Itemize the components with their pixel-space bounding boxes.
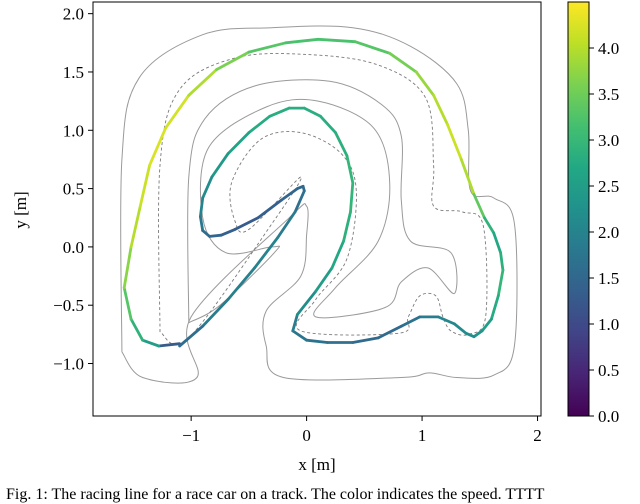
y-tick-label: 1.0	[63, 121, 84, 140]
racing-line-segment	[226, 131, 251, 156]
x-tick-label: −1	[182, 426, 200, 445]
colorbar-tick-label: 4.0	[598, 39, 619, 58]
racing-line-segment	[399, 315, 422, 328]
racing-line-segment	[198, 215, 205, 233]
colorbar-tick-label: 0.5	[598, 361, 619, 380]
colorbar-tick-label: 1.5	[598, 269, 619, 288]
y-tick-label: −0.5	[53, 296, 84, 315]
racing-line-segment	[436, 315, 456, 326]
racing-line-segment	[276, 210, 297, 240]
colorbar-tick-label: 0.0	[598, 407, 619, 426]
y-axis-label: y [m]	[11, 191, 30, 228]
racing-line-segment	[122, 245, 133, 290]
racing-line-segment	[138, 163, 152, 208]
racing-line-segment	[233, 216, 260, 231]
racing-line-segment	[208, 233, 223, 238]
racing-line-series	[122, 37, 505, 348]
racing-line-segment	[388, 51, 418, 74]
figure-caption: Fig. 1: The racing line for a race car o…	[6, 486, 545, 503]
plot-area	[92, 1, 542, 417]
racing-line-segment	[334, 131, 349, 158]
y-tick-label: −1.0	[53, 355, 84, 374]
racing-line-segment	[496, 268, 505, 298]
racing-line-segment	[353, 40, 392, 55]
y-axis: −1.0 −0.5 0.0 0.5 1.0 1.5 2.0	[53, 5, 93, 374]
racing-line-segment	[178, 324, 205, 348]
colorbar-tick-label: 3.0	[598, 131, 619, 150]
racing-line-segment	[210, 152, 230, 179]
colorbar-axis: 0.0 0.5 1.0 1.5 2.0 2.5 3.0 3.5 4.0	[589, 39, 619, 426]
racing-line-segment	[226, 266, 257, 301]
racing-line-figure: −1 0 1 2 −1.0 −0.5 0.0 0.5 1.0 1.5 2.0 x [m] y [m…	[11, 1, 619, 474]
track-outer-boundary	[120, 25, 518, 384]
racing-line-segment	[376, 324, 403, 340]
y-tick-label: 0.5	[63, 180, 84, 199]
racing-line-segment	[256, 198, 283, 220]
racing-line-segment	[157, 342, 182, 348]
racing-line-segment	[215, 50, 251, 71]
racing-line-segment	[291, 313, 299, 333]
racing-line-segment	[291, 329, 309, 342]
racing-line-segment	[330, 239, 346, 270]
racing-line-segment	[268, 106, 291, 118]
racing-line-segment	[305, 338, 329, 344]
colorbar-tick-label: 3.5	[598, 85, 619, 104]
racing-line-segment	[198, 196, 205, 219]
racing-line-segment	[459, 157, 476, 196]
colorbar-tick-label: 2.5	[598, 177, 619, 196]
racing-line-segment	[492, 231, 503, 255]
track-centerline	[158, 53, 488, 346]
racing-line-segment	[253, 236, 280, 270]
y-tick-label: 1.5	[63, 63, 84, 82]
racing-line-segment	[472, 329, 484, 339]
x-tick-label: 0	[302, 426, 311, 445]
racing-line-segment	[247, 114, 272, 135]
racing-line-segment	[247, 41, 288, 54]
racing-line-segment	[499, 251, 505, 272]
racing-line-segment	[295, 289, 318, 316]
racing-line-segment	[302, 106, 322, 118]
x-axis-label: x [m]	[298, 455, 335, 474]
racing-line-segment	[129, 204, 142, 249]
racing-line-segment	[319, 114, 337, 135]
racing-line-segment	[446, 123, 463, 161]
racing-line-segment	[201, 229, 212, 238]
racing-line-segment	[187, 68, 218, 97]
racing-line-segment	[432, 93, 449, 126]
racing-line-segment	[452, 322, 468, 335]
racing-line-segment	[129, 317, 145, 342]
racing-line-segment	[342, 210, 352, 243]
racing-line-segment	[201, 175, 214, 200]
racing-line-segment	[345, 154, 355, 185]
x-tick-label: 2	[533, 426, 542, 445]
racing-line-segment	[293, 189, 306, 214]
y-tick-label: 0.0	[63, 238, 84, 257]
racing-line-segment	[482, 216, 496, 235]
y-tick-label: 2.0	[63, 5, 84, 24]
racing-line-segment	[279, 187, 299, 202]
racing-line-segment	[480, 317, 493, 333]
racing-line-segment	[349, 181, 355, 214]
racing-line-segment	[148, 126, 168, 167]
racing-line-segment	[472, 192, 486, 220]
racing-line-segment	[219, 227, 237, 237]
racing-line-segment	[164, 93, 191, 130]
colorbar-tick-label: 1.0	[598, 315, 619, 334]
racing-line-segment	[316, 37, 357, 44]
colorbar	[567, 1, 590, 417]
racing-line-segment	[284, 37, 320, 45]
racing-line-segment	[201, 297, 230, 328]
racing-line-segment	[314, 266, 334, 293]
racing-line-segment	[489, 294, 500, 321]
racing-line-segment	[414, 70, 436, 97]
racing-line-segment	[122, 286, 133, 321]
racing-line-segment	[351, 336, 380, 344]
x-tick-label: 1	[418, 426, 427, 445]
racing-line-segment	[464, 331, 476, 339]
racing-line-segment	[141, 338, 161, 348]
colorbar-tick-label: 2.0	[598, 223, 619, 242]
x-axis: −1 0 1 2	[182, 416, 542, 445]
